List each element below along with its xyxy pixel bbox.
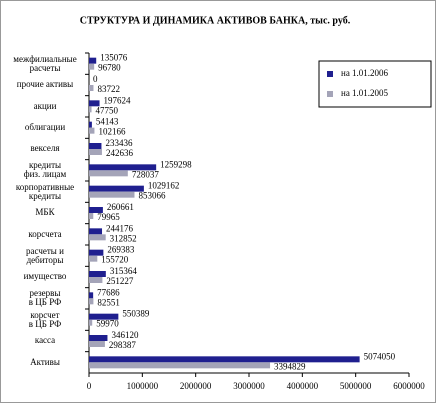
bar [89,255,98,262]
value-label: 77686 [97,287,120,297]
bar [89,335,108,341]
value-label: 197624 [104,95,132,105]
legend-label: на 1.01.2005 [341,88,389,98]
value-label: 728037 [132,169,160,179]
y-tick-label: векселя [30,143,60,154]
bar [89,341,105,347]
bar [89,164,157,171]
bar [89,143,102,149]
bar [89,185,144,192]
value-label: 102166 [98,127,126,137]
y-tick-label: расчеты и дебиторы [26,245,64,265]
y-tick-label: прочие активы [16,79,74,90]
x-tick-label: 2000000 [180,381,212,391]
bar [89,313,119,320]
bar [89,213,94,219]
value-label: 346120 [111,330,139,340]
x-tick-label: 1000000 [127,381,159,391]
y-tick-label: корсчет в ЦБ РФ [28,309,62,329]
value-label: 233436 [105,138,133,148]
bar [89,191,135,198]
bar [89,234,106,241]
legend-label: на 1.01.2006 [341,68,389,78]
value-label: 3394829 [274,361,306,371]
y-tick-label: облигации [24,122,66,133]
legend-swatch [327,71,333,77]
value-label: 242636 [106,148,133,158]
bar [89,106,92,113]
value-label: 79965 [97,212,120,222]
bar [89,319,93,326]
bar [89,63,95,70]
value-label: 244176 [106,223,134,233]
bar [89,149,102,155]
value-label: 135076 [100,53,128,63]
value-label: 155720 [101,255,129,265]
bar [89,207,103,213]
value-label: 251227 [106,276,134,286]
bar [89,292,94,299]
x-tick-label: 6000000 [393,381,425,391]
value-label: 83722 [97,84,120,94]
bar [89,249,104,256]
value-label: 96780 [98,63,121,73]
y-tick-label: резервы в ЦБ РФ [28,288,62,308]
y-tick-label: корпоративные кредиты [15,181,75,201]
y-tick-label: касса [34,335,56,346]
y-tick-label: межфилиальные расчеты [13,53,77,73]
value-label: 269383 [107,245,135,255]
value-label: 82551 [97,297,120,307]
y-tick-label: Активы [30,356,60,367]
bar [89,170,128,177]
value-label: 1259298 [160,159,192,169]
bar [89,298,94,305]
bar [89,362,271,369]
x-tick-label: 0 [87,381,92,391]
value-label: 853066 [138,191,166,201]
x-tick-label: 4000000 [287,381,319,391]
bar [89,277,103,283]
value-label: 312852 [110,233,137,243]
value-label: 54143 [96,117,119,127]
y-tick-label: кредиты физ. лицам [23,160,67,180]
y-tick-label: МБК [35,207,55,218]
value-label: 47750 [96,105,119,115]
value-label: 260661 [107,202,134,212]
bar [89,57,97,64]
legend-swatch [327,91,333,97]
bar [89,127,95,134]
chart-title: СТРУКТУРА И ДИНАМИКА АКТИВОВ БАНКА, тыс.… [80,15,351,26]
value-label: 315364 [110,266,138,276]
value-label: 5074050 [364,351,396,361]
x-tick-label: 5000000 [340,381,372,391]
bar [89,100,100,107]
value-label: 550389 [122,309,150,319]
legend-box [318,60,432,108]
bar [89,356,360,363]
value-label: 298387 [109,340,137,350]
bar [89,121,92,128]
value-label: 0 [93,74,98,84]
x-tick-label: 3000000 [233,381,265,391]
value-label: 1029162 [148,181,180,191]
y-tick-label: акции [33,100,57,111]
y-tick-label: корсчета [28,228,62,239]
bar [89,85,94,91]
y-tick-label: имущество [23,271,67,282]
bar [89,228,103,235]
bar [89,271,106,277]
value-label: 59970 [96,319,119,329]
